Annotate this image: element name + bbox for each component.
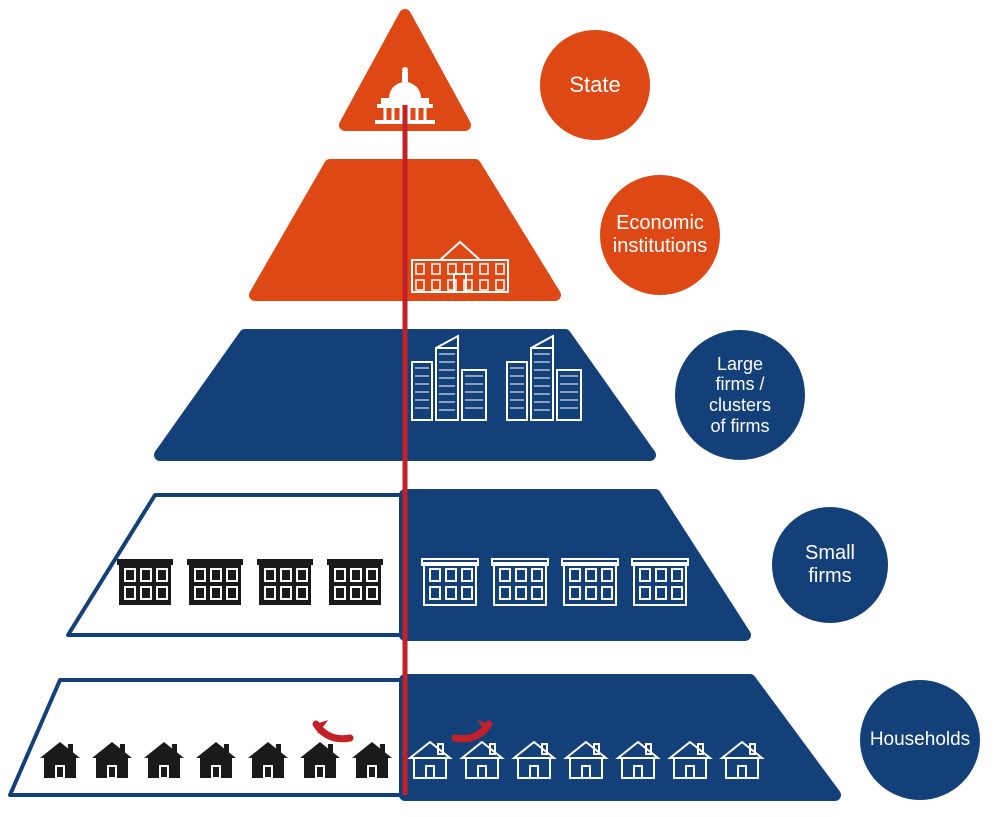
large-firms-label: Large firms / clusters of firms xyxy=(709,354,771,437)
house-icon xyxy=(92,742,132,778)
house-icon xyxy=(196,742,236,778)
economic-institutions-label: Economic institutions xyxy=(613,212,708,258)
small-firm-icon xyxy=(117,559,173,605)
small-firms-label: Small firms xyxy=(805,542,855,588)
small-firm-icon xyxy=(492,559,548,605)
small-firm-icon xyxy=(187,559,243,605)
households-label: Households xyxy=(870,729,970,751)
households-label-circle: Households xyxy=(860,680,980,800)
economic-institutions-label-circle: Economic institutions xyxy=(600,175,720,295)
state-label-circle: State xyxy=(540,30,650,140)
large-firms-label-circle: Large firms / clusters of firms xyxy=(675,330,805,460)
small-firm-icon xyxy=(562,559,618,605)
state-label: State xyxy=(569,72,620,97)
house-icon xyxy=(248,742,288,778)
arrow-left-icon xyxy=(316,720,350,739)
small-firm-icon xyxy=(327,559,383,605)
small-firms-label-circle: Small firms xyxy=(772,507,888,623)
house-icon xyxy=(144,742,184,778)
small-firm-icon xyxy=(632,559,688,605)
house-icon xyxy=(352,742,392,778)
pyramid-diagram xyxy=(0,0,1000,817)
house-icon xyxy=(40,742,80,778)
house-icon xyxy=(300,742,340,778)
small-firm-icon xyxy=(257,559,313,605)
small-firm-icon xyxy=(422,559,478,605)
